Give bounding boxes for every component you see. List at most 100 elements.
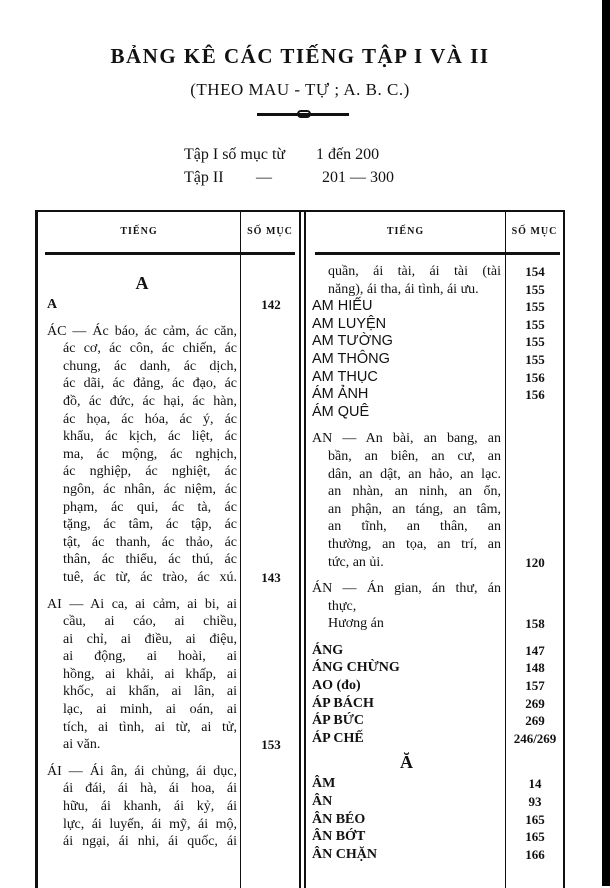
entry-text: ÁP BỨC [312, 713, 364, 729]
entry-text: dân, an dật, an hảo, an lạc. [328, 466, 501, 482]
entry-text: khẩu, ác kịch, ác liệt, ác [63, 429, 237, 445]
index-entry-line: ÂM 14 [312, 775, 542, 793]
entry-text: ác họa, ác hóa, ác ý, ác [63, 411, 237, 427]
entry-text: ÁM QUÊ [312, 403, 370, 420]
index-entry-line: hữu, ái khanh, ái kỷ, ái [47, 798, 237, 816]
entry-text: an nhàn, an ninh, an ổn, [328, 484, 501, 500]
column-header-tieng: TIẾNG [386, 226, 425, 237]
column-header-so-muc: SỐ MỤC [511, 226, 558, 237]
entry-number: 269 [525, 695, 545, 711]
index-entry-line: an phận, an táng, an tâm, [312, 501, 501, 519]
entry-text: ái đái, ái hà, ái hoa, ái [63, 781, 237, 797]
entry-number: 246/269 [513, 730, 557, 746]
entry-text: ÂN BỚT [312, 829, 366, 845]
entry-text: đồ, ác đức, ác hại, ác hàn, [63, 393, 237, 409]
index-entry-line: chung, ác danh, ác dịch, [47, 358, 237, 376]
entry-number: 156 [525, 369, 545, 385]
index-entry-line: ác họa, ác hóa, ác ý, ác [47, 411, 237, 429]
entry-text: ÂN BÉO [312, 811, 366, 827]
index-entry-line: khẩu, ác kịch, ác liệt, ác [47, 428, 237, 446]
index-entry-line: thường, an tọa, an trí, an [312, 536, 501, 554]
index-entry-line: ÁNG CHỪNG 148 [312, 659, 545, 677]
entry-text: ÂN [312, 794, 333, 810]
entry-number: 147 [525, 642, 545, 658]
range-dash: — [256, 169, 272, 186]
column-divider-double [304, 212, 306, 888]
index-entry-line: ÂN BÉO 165 [312, 811, 545, 829]
entry-text: ma, ác mộng, ác nghịch, [63, 446, 237, 462]
index-entry-line: quần, ái tài, ái tài (tài 154 [312, 263, 545, 281]
index-table: TIẾNG SỐ MỤC TIẾNG SỐ MỤC A A 142 ÁC — Ác b… [35, 210, 565, 888]
index-entry-line: ác dãi, ác đảng, ác đạo, ác [47, 375, 237, 393]
index-entry-line: cầu, ai cáo, ai chiều, [47, 613, 237, 631]
entry-text: tuê, ác từ, ác trào, ác xú. [63, 569, 237, 585]
index-entry-line: ÁN — Án gian, án thư, án [312, 580, 501, 598]
entry-text: thực, [328, 598, 357, 614]
index-entry-line: năng), ái tha, ái tình, ái ưu. 155 [312, 281, 545, 299]
entry-text: AN — An bài, an bang, an [312, 431, 501, 447]
entry-text: ÂM [312, 776, 336, 792]
range-value: 201 — 300 [322, 169, 394, 186]
section-letter: Ă [312, 749, 501, 775]
entry-number: 155 [525, 334, 545, 350]
entry-number: 120 [525, 554, 545, 570]
index-entry-line: tức, an ủi. 120 [312, 554, 545, 572]
index-entry-line: ÁP BÁCH 269 [312, 695, 545, 713]
entry-number: 155 [525, 351, 545, 367]
index-entry-line: Hương án 158 [312, 615, 545, 633]
table-border-right [563, 212, 565, 888]
page-edge [602, 0, 610, 886]
entry-text: chung, ác danh, ác dịch, [63, 358, 237, 374]
index-entry-line: AM TƯỜNG 155 [312, 333, 545, 351]
entry-text: ÁI — Ái ân, ái chủng, ái dục, [47, 763, 237, 779]
entry-number: 156 [525, 387, 545, 403]
column-divider [240, 212, 241, 888]
table-border-left [35, 212, 38, 888]
entry-text: khốc, ai khẩn, ai lân, ai [63, 684, 237, 700]
entry-text: cầu, ai cáo, ai chiều, [63, 614, 237, 630]
entry-number: 93 [528, 794, 542, 810]
entry-number: 166 [525, 846, 545, 862]
range-label: Tập II [184, 169, 224, 186]
index-entry-line: ÁNG 147 [312, 642, 545, 660]
index-entry-line: AM LUYỆN 155 [312, 316, 545, 334]
entry-text: ái ngại, ái nhi, ái quốc, ái [63, 834, 237, 850]
index-entry-line: ngôn, ác nhân, ác niệm, ác [47, 481, 237, 499]
index-entry-line: AO (đo) 157 [312, 677, 545, 695]
entry-number: 155 [525, 316, 545, 332]
entry-text: lực, ái luyến, ái mỹ, ái mộ, [63, 816, 237, 832]
column-divider [505, 212, 506, 888]
index-entry-line: ÂN 93 [312, 793, 542, 811]
entry-text: AM THỤC [312, 368, 378, 385]
index-entry-line: AM THÔNG 155 [312, 350, 545, 369]
index-entry-line: AI — Ai ca, ai cảm, ai bi, ai [47, 596, 237, 614]
entry-text: AM THÔNG [312, 350, 390, 367]
entry-text: ÁP CHẾ [312, 730, 364, 746]
entry-number: 158 [525, 616, 545, 632]
index-entry-line: AM THỤC 156 [312, 368, 545, 387]
index-entry-line: dân, an dật, an hảo, an lạc. [312, 466, 501, 484]
index-entry-line: lực, ái luyến, ái mỹ, ái mộ, [47, 816, 237, 834]
entry-number: 269 [525, 713, 545, 729]
index-entry-line: ác cơ, ác côn, ác chiến, ác [47, 340, 237, 358]
entry-text: A [135, 273, 149, 293]
range-label: Tập I số mục từ [184, 146, 286, 163]
entry-text: thường, an tọa, an trí, an [328, 536, 501, 552]
index-entry-line: tuê, ác từ, ác trào, ác xú. 143 [47, 569, 281, 587]
entry-text: AM TƯỜNG [312, 333, 393, 350]
column-header-tieng: TIẾNG [120, 226, 158, 237]
entry-text: phạm, ác qui, ác tà, ác [63, 499, 237, 515]
page-title: BẢNG KÊ CÁC TIẾNG TẬP I VÀ II [110, 44, 490, 68]
entry-text: tích, ai tình, ai từ, ai tử, [63, 719, 237, 735]
index-entry-line: ai văn. 153 [47, 736, 281, 754]
index-entry-line: ÂN BỚT 165 [312, 828, 545, 846]
ornament-divider [257, 110, 349, 118]
index-entry-line: tặng, ác tâm, ác tập, ác [47, 516, 237, 534]
entry-text: ai chỉ, ai điều, ai điệu, [63, 631, 237, 647]
entry-text: AO (đo) [312, 678, 361, 694]
section-letter: A [47, 270, 237, 296]
entry-text: thân, ác thiểu, ác thú, ác [63, 552, 237, 568]
index-entry-line: tích, ai tình, ai từ, ai tử, [47, 719, 237, 737]
index-entry-line: AM HIẾU 155 [312, 298, 545, 316]
index-entry-line: phạm, ác qui, ác tà, ác [47, 499, 237, 517]
